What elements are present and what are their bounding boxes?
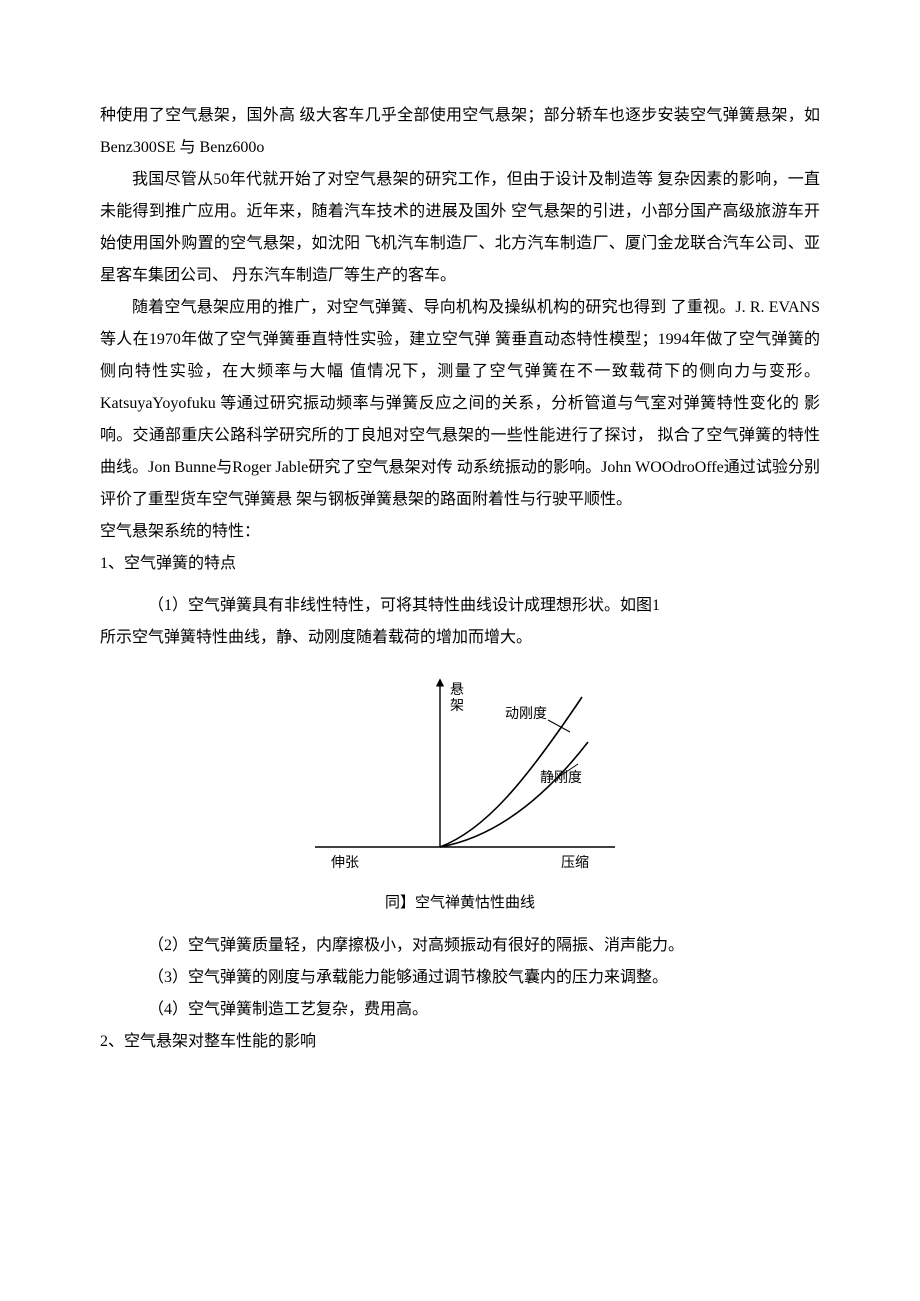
section-1-item-2: （2）空气弹簧质量轻，内摩擦极小，对高频振动有很好的隔振、消声能力。 [100,930,820,962]
figure-1: 悬架动刚度静刚度伸张 压缩 [100,662,820,887]
paragraph-1: 种使用了空气悬架，国外高 级大客车几乎全部使用空气悬架；部分轿车也逐步安装空气弹… [100,100,820,164]
paragraph-4: 空气悬架系统的特性： [100,516,820,548]
svg-text:悬: 悬 [450,683,464,698]
figure-1-caption: 同】空气禅黄怙性曲线 [100,891,820,912]
section-2-title: 2、空气悬架对整车性能的影响 [100,1026,820,1058]
svg-text:伸张: 伸张 [331,855,359,871]
section-1-title: 1、空气弹簧的特点 [100,548,820,580]
paragraph-3: 随着空气悬架应用的推广，对空气弹簧、导向机构及操纵机构的研究也得到 了重视。J.… [100,292,820,516]
section-1-item-1b: 所示空气弹簧特性曲线，静、动刚度随着载荷的增加而增大。 [100,622,820,654]
paragraph-2: 我国尽管从50年代就开始了对空气悬架的研究工作，但由于设计及制造等 复杂因素的影… [100,164,820,292]
section-1-item-4: （4）空气弹簧制造工艺复杂，费用高。 [100,994,820,1026]
document-page: 种使用了空气悬架，国外高 级大客车几乎全部使用空气悬架；部分轿车也逐步安装空气弹… [0,0,920,1301]
spring-curve-chart: 悬架动刚度静刚度伸张 压缩 [290,662,630,882]
section-1-item-3: （3）空气弹簧的刚度与承载能力能够通过调节橡胶气囊内的压力来调整。 [100,962,820,994]
svg-text:架: 架 [450,698,464,714]
svg-text:静刚度: 静刚度 [540,770,582,786]
section-1-item-1a: （1）空气弹簧具有非线性特性，可将其特性曲线设计成理想形状。如图1 [100,590,820,622]
svg-text:动刚度: 动刚度 [505,706,547,722]
svg-text:压缩: 压缩 [561,855,589,871]
